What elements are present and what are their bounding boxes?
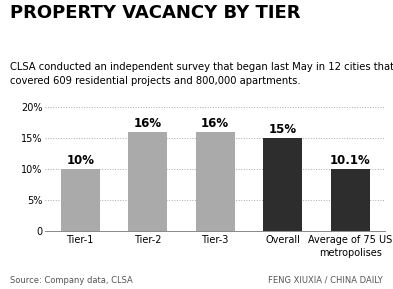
Bar xyxy=(196,132,235,231)
Text: 16%: 16% xyxy=(134,117,162,130)
Text: 15%: 15% xyxy=(268,123,297,136)
Text: CLSA conducted an independent survey that began last May in 12 cities that
cover: CLSA conducted an independent survey tha… xyxy=(10,62,393,86)
Text: 10%: 10% xyxy=(66,154,94,167)
Text: Source: Company data, CLSA: Source: Company data, CLSA xyxy=(10,276,132,285)
Bar xyxy=(263,138,302,231)
Text: PROPERTY VACANCY BY TIER: PROPERTY VACANCY BY TIER xyxy=(10,4,300,22)
Bar xyxy=(331,169,370,231)
Bar xyxy=(61,169,100,231)
Bar xyxy=(128,132,167,231)
Text: FENG XIUXIA / CHINA DAILY: FENG XIUXIA / CHINA DAILY xyxy=(268,276,383,285)
Text: 16%: 16% xyxy=(201,117,229,130)
Text: 10.1%: 10.1% xyxy=(330,154,371,167)
